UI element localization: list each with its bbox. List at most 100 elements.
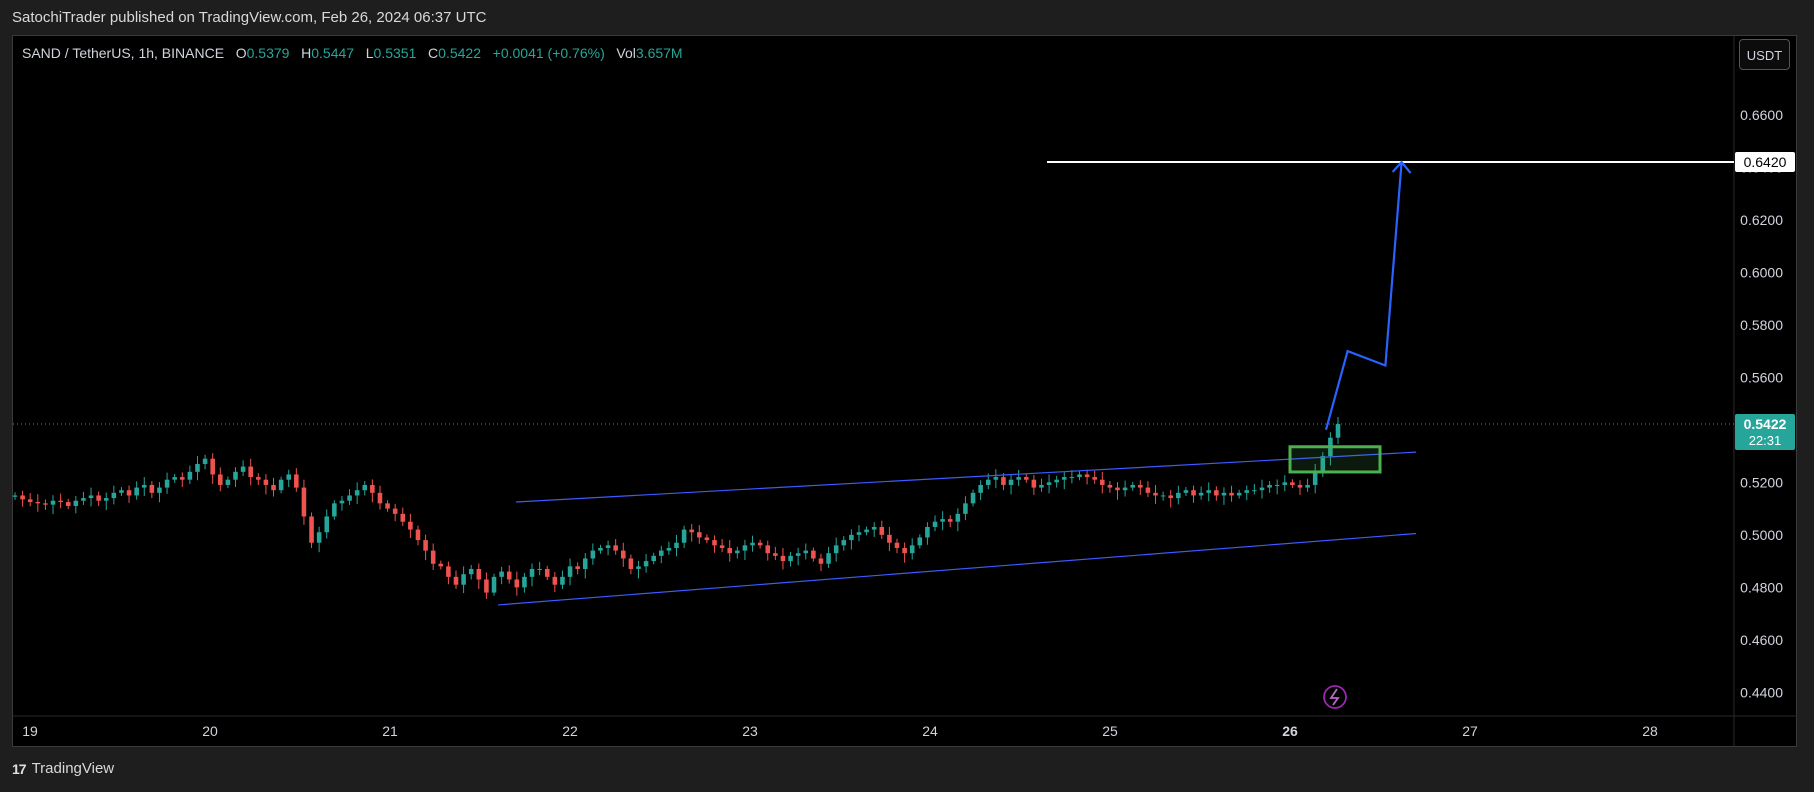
candle-body[interactable] (909, 545, 915, 554)
candle-body[interactable] (187, 471, 193, 480)
candle-body[interactable] (833, 545, 839, 554)
candle-body[interactable] (316, 532, 322, 543)
candle-body[interactable] (697, 532, 702, 538)
candle-body[interactable] (1206, 490, 1212, 493)
lightning-icon[interactable] (1323, 685, 1347, 709)
candle-body[interactable] (263, 479, 269, 485)
candle-body[interactable] (765, 545, 771, 554)
candle-body[interactable] (887, 534, 892, 543)
candle-body[interactable] (476, 568, 482, 580)
candle-body[interactable] (978, 484, 983, 493)
candle-body[interactable] (712, 540, 717, 546)
candle-body[interactable] (438, 563, 444, 567)
candle-body[interactable] (225, 479, 231, 485)
candle-body[interactable] (499, 571, 504, 577)
candle-body[interactable] (461, 574, 466, 585)
candle-body[interactable] (27, 499, 33, 503)
candle-body[interactable] (278, 479, 284, 491)
candle-body[interactable] (1168, 495, 1174, 499)
candle-body[interactable] (598, 547, 603, 551)
candle-body[interactable] (157, 487, 162, 493)
candle-body[interactable] (103, 498, 109, 501)
candle-body[interactable] (628, 558, 634, 569)
candle-body[interactable] (864, 529, 869, 533)
candle-body[interactable] (1008, 479, 1014, 485)
candle-body[interactable] (134, 487, 139, 496)
candle-body[interactable] (400, 513, 406, 522)
candle-body[interactable] (1092, 477, 1097, 480)
candle-body[interactable] (271, 484, 276, 491)
candle-body[interactable] (332, 503, 337, 517)
candle-body[interactable] (780, 555, 786, 562)
candle-body[interactable] (484, 579, 489, 593)
candle-body[interactable] (210, 458, 215, 475)
candle-body[interactable] (651, 555, 656, 562)
candle-body[interactable] (392, 508, 398, 514)
candle-body[interactable] (1107, 484, 1113, 488)
candle-body[interactable] (347, 495, 352, 501)
candle-body[interactable] (20, 495, 25, 500)
candle-body[interactable] (605, 545, 611, 548)
candle-body[interactable] (590, 550, 596, 559)
candle-body[interactable] (613, 545, 618, 551)
candle-body[interactable] (126, 490, 132, 496)
candle-body[interactable] (1290, 482, 1295, 485)
candle-body[interactable] (1054, 479, 1059, 483)
candle-body[interactable] (1130, 484, 1135, 488)
candle-body[interactable] (1312, 471, 1318, 485)
candle-body[interactable] (73, 500, 79, 506)
candle-body[interactable] (947, 519, 953, 522)
candle-body[interactable] (735, 550, 740, 554)
candle-body[interactable] (727, 547, 733, 554)
candle-body[interactable] (643, 561, 649, 567)
candle-body[interactable] (491, 576, 497, 593)
candle-body[interactable] (1183, 490, 1189, 493)
candle-body[interactable] (1236, 492, 1242, 496)
candle-body[interactable] (141, 484, 147, 488)
candle-body[interactable] (1100, 479, 1105, 485)
candle-body[interactable] (537, 568, 542, 570)
chart-frame[interactable] (12, 35, 1797, 747)
candle-body[interactable] (339, 500, 345, 504)
candle-body[interactable] (1069, 477, 1075, 479)
channel-lower-line[interactable] (497, 532, 1417, 606)
candle-body[interactable] (96, 495, 101, 501)
candle-body[interactable] (522, 576, 527, 588)
candle-body[interactable] (1267, 484, 1272, 488)
candle-body[interactable] (826, 553, 831, 564)
candle-body[interactable] (1282, 482, 1288, 485)
candle-body[interactable] (1077, 474, 1082, 478)
candle-body[interactable] (377, 492, 383, 504)
candle-body[interactable] (1001, 477, 1006, 485)
candle-body[interactable] (795, 553, 801, 556)
candle-body[interactable] (1039, 484, 1044, 488)
candle-body[interactable] (506, 571, 512, 580)
candle-body[interactable] (871, 526, 877, 530)
candle-body[interactable] (1061, 477, 1067, 480)
candle-body[interactable] (582, 558, 588, 569)
candle-body[interactable] (620, 550, 626, 559)
candle-body[interactable] (195, 463, 200, 472)
breakout-box[interactable] (1288, 445, 1382, 474)
currency-button[interactable]: USDT (1739, 39, 1790, 70)
candle-body[interactable] (1153, 492, 1158, 496)
candle-body[interactable] (932, 521, 938, 527)
candle-body[interactable] (811, 550, 816, 559)
candle-body[interactable] (1244, 490, 1250, 493)
candle-body[interactable] (408, 521, 413, 530)
candle-body[interactable] (453, 576, 459, 585)
candle-body[interactable] (354, 490, 360, 496)
candle-body[interactable] (1274, 484, 1280, 486)
candle-body[interactable] (35, 502, 41, 504)
candle-body[interactable] (179, 477, 185, 480)
candle-body[interactable] (719, 545, 725, 548)
candle-body[interactable] (1297, 484, 1303, 488)
candle-body[interactable] (43, 503, 48, 505)
candle-body[interactable] (689, 529, 694, 533)
candle-body[interactable] (385, 503, 390, 509)
candle-body[interactable] (172, 477, 177, 480)
candle-body[interactable] (362, 484, 368, 491)
candle-body[interactable] (1214, 490, 1219, 496)
candle-body[interactable] (879, 526, 885, 535)
candle-body[interactable] (119, 490, 124, 493)
